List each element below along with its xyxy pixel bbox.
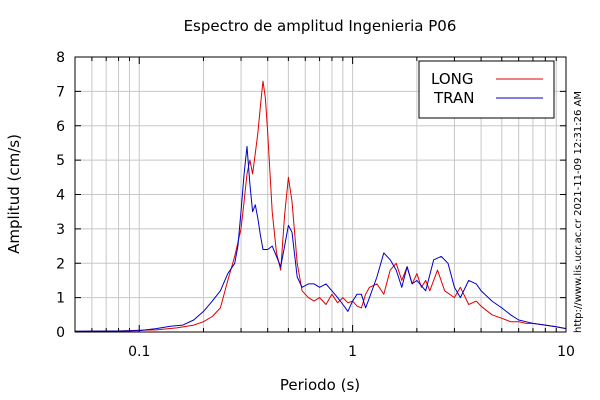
timestamp-url-annotation: http://www.lis.ucr.ac.cr 2021-11-09 12:3… [573,91,584,333]
y-tick-label: 6 [56,119,65,135]
series-layer [74,80,567,332]
y-axis-label: Amplitud (cm/s) [5,134,23,254]
y-tick-label: 3 [56,222,65,238]
y-tick-label: 1 [56,291,65,307]
chart-title: Espectro de amplitud Ingenieria P06 [184,17,457,35]
y-tick-label: 2 [56,256,65,272]
y-tick-label: 4 [56,188,65,204]
x-tick-label: 10 [557,344,575,360]
legend: LONG TRAN [418,60,555,119]
grid [74,56,566,333]
y-tick-label: 5 [56,153,65,169]
x-tick-label: 1 [348,344,357,360]
legend-label-long: LONG [431,70,473,88]
legend-box [418,60,555,119]
y-tick-label: 0 [56,325,65,341]
series-line-long [74,80,567,332]
legend-label-tran: TRAN [433,89,474,107]
y-tick-label: 7 [56,84,65,100]
x-tick-label: 0.1 [128,344,150,360]
y-tick-label: 8 [56,50,65,66]
series-line-tran [74,145,567,332]
axes: 0.1 1 10 0 1 2 3 4 5 6 7 8 [56,50,575,360]
x-axis-label: Periodo (s) [280,376,360,394]
